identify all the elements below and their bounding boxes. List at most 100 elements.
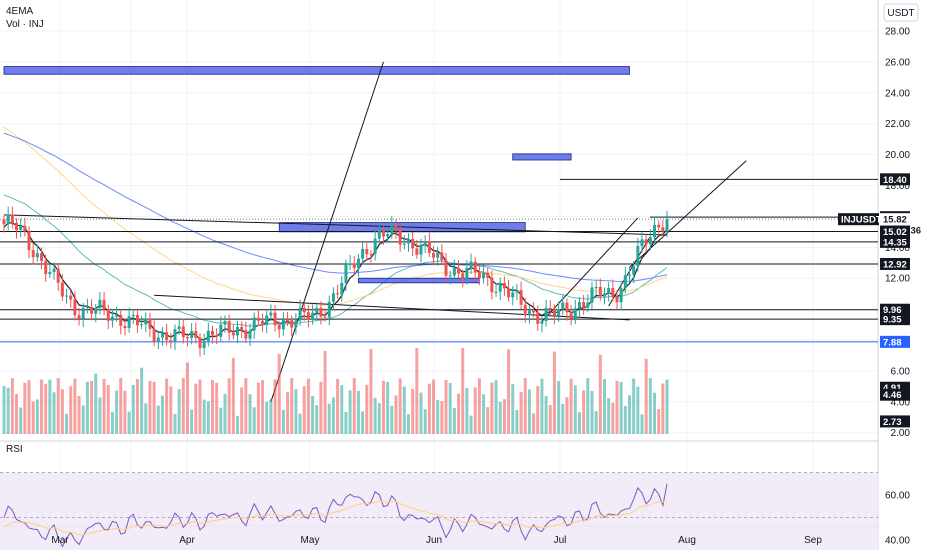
volume-bar (156, 405, 160, 434)
volume-bar (127, 411, 131, 434)
price-label-box (880, 415, 910, 428)
candle-body (115, 314, 119, 317)
volume-bar (411, 388, 415, 434)
volume-bar (65, 413, 69, 434)
volume-bar (60, 389, 64, 434)
volume-bar (294, 389, 298, 434)
volume-bar (2, 386, 6, 434)
candle-body (119, 314, 123, 326)
candle-body (94, 307, 98, 314)
candle-body (465, 267, 469, 279)
price-tick-label: 6.00 (891, 366, 911, 377)
candle-body (582, 302, 586, 308)
volume-bar (448, 382, 452, 434)
volume-bar (390, 405, 394, 434)
volume-bar (461, 348, 465, 434)
candle-body (611, 288, 615, 297)
candle-body (657, 224, 661, 228)
volume-bar (340, 385, 344, 434)
volume-bar (227, 378, 231, 434)
candle-body (477, 272, 481, 279)
candle-body (198, 337, 202, 349)
candle-body (473, 261, 477, 273)
candle-body (85, 306, 89, 308)
candle-body (35, 253, 39, 258)
candle-body (302, 308, 306, 313)
candle-body (6, 214, 10, 225)
volume-bar (135, 378, 139, 434)
volume-bar (119, 378, 123, 434)
volume-bar (331, 397, 335, 434)
volume-bar (252, 407, 256, 434)
volume-bar (323, 350, 327, 434)
price-label-box (880, 335, 910, 348)
volume-bar (194, 383, 198, 434)
price-tick-label: 20.00 (885, 150, 910, 161)
candle-body (256, 317, 260, 321)
ema-long-line (3, 132, 668, 283)
candle-body (160, 332, 164, 338)
volume-bar (573, 385, 577, 434)
trend-line (3, 214, 668, 236)
volume-bar (369, 349, 373, 434)
rsi-band (0, 472, 878, 550)
volume-bar (361, 411, 365, 434)
candle-body (623, 275, 627, 289)
candle-body (123, 325, 127, 329)
volume-bar (73, 378, 77, 434)
volume-bar (44, 383, 48, 434)
currency-button[interactable] (883, 3, 919, 22)
volume-label[interactable]: Vol · INJ (6, 19, 44, 30)
volume-bar (569, 378, 573, 434)
volume-bar (594, 411, 598, 434)
candle-body (319, 307, 323, 317)
rsi-label[interactable]: RSI (6, 444, 23, 455)
trend-lines (3, 61, 747, 402)
candle-body (181, 326, 185, 338)
volume-bar (536, 386, 540, 434)
candle-body (515, 290, 519, 293)
candle-body (261, 320, 265, 325)
volume-bar (657, 409, 661, 434)
candle-body (544, 307, 548, 322)
candle-body (348, 263, 352, 265)
price-label-box (838, 213, 879, 226)
volume-bar (140, 367, 144, 434)
candle-body (211, 330, 214, 336)
candle-body (648, 237, 652, 245)
currency-label: USDT (887, 8, 914, 19)
candle-body (244, 330, 248, 339)
price-tick-label: 26.00 (885, 57, 910, 68)
candle-body (240, 327, 244, 331)
rsi-pane (0, 472, 878, 550)
price-tick-label: 4.00 (891, 397, 911, 408)
candle-body (19, 225, 23, 231)
candle-body (135, 314, 139, 326)
volume-bar (302, 386, 306, 434)
candle-body (361, 249, 365, 259)
indicator-label[interactable]: 4EMA (6, 6, 34, 17)
price-label-box (880, 313, 910, 326)
rsi-ma-line (3, 499, 668, 536)
volume-bar (169, 386, 173, 434)
candle-body (457, 267, 461, 274)
time-tick-label: May (301, 535, 320, 546)
candle-body (452, 267, 456, 276)
volume-bar (69, 386, 73, 434)
ema-fast-line (3, 222, 668, 341)
volume-bar (173, 414, 177, 434)
volume-bar (507, 349, 511, 434)
volume-bar (381, 380, 385, 434)
candle-body (306, 312, 310, 320)
volume-bar (423, 409, 427, 434)
candle-body (619, 288, 623, 303)
time-tick-label: Mar (51, 535, 69, 546)
volume-bar (290, 378, 294, 434)
volume-bar (598, 354, 602, 434)
price-label-box (880, 213, 910, 226)
axis-bg (879, 0, 932, 550)
volume-bar (661, 383, 665, 434)
candle-body (586, 302, 590, 308)
candle-body (81, 307, 85, 319)
